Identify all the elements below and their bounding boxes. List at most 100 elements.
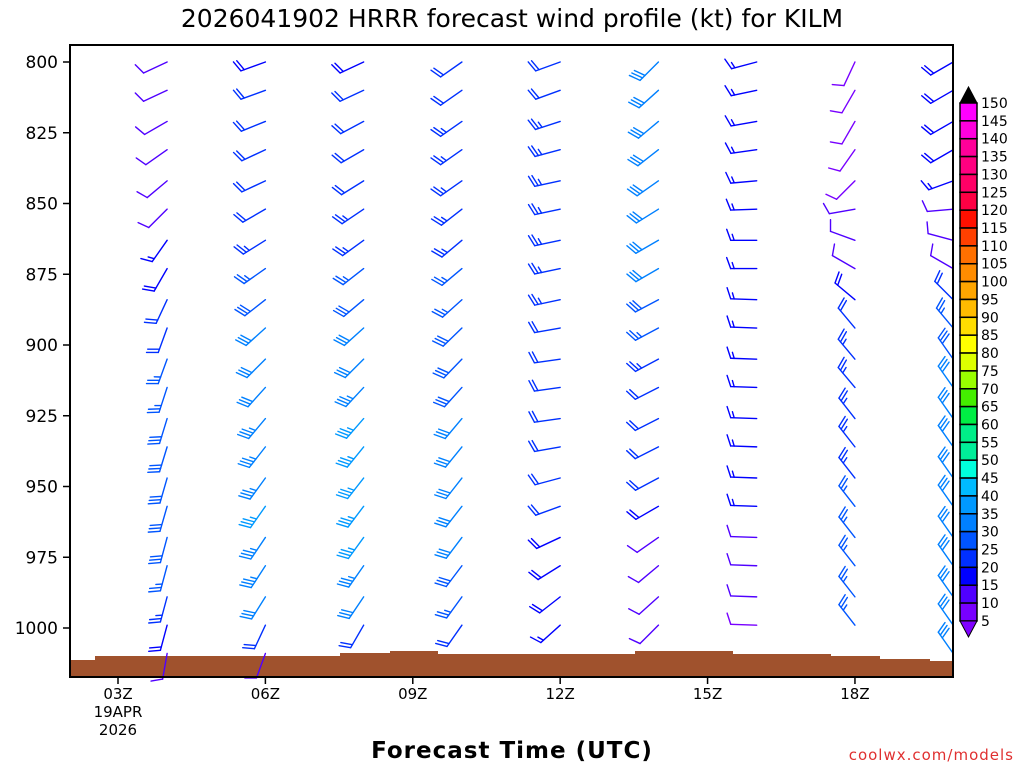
barb-flag-full — [134, 92, 145, 102]
barb-flag-full — [237, 463, 251, 469]
wind-barb — [626, 477, 660, 491]
wind-barb — [627, 149, 660, 167]
barb-flag-full — [828, 167, 841, 172]
barb-staff — [639, 61, 660, 82]
barb-staff — [937, 515, 954, 539]
barb-flag-half — [440, 187, 448, 193]
barb-flag-full — [148, 558, 163, 561]
wind-barb — [434, 596, 463, 619]
barb-flag-full — [629, 361, 640, 371]
barb-staff — [143, 120, 168, 136]
barb-flag-full — [242, 549, 256, 554]
barb-staff — [349, 624, 365, 649]
barb-flag-full — [939, 358, 948, 370]
barb-flag-full — [438, 516, 451, 522]
barb-staff — [841, 89, 856, 114]
barb-flag-full — [527, 89, 537, 100]
colorbar-swatch — [959, 495, 978, 515]
barb-staff — [841, 120, 856, 145]
barb-flag-full — [939, 508, 948, 520]
barb-flag-half — [940, 307, 946, 315]
barb-flag-full — [939, 418, 948, 430]
wind-barb — [822, 202, 856, 215]
barb-staff — [159, 477, 168, 504]
wind-barb — [937, 593, 954, 626]
colorbar-swatch — [959, 155, 978, 176]
colorbar-label: 110 — [981, 239, 1008, 255]
barb-flag-full — [937, 386, 946, 398]
barb-flag-full — [147, 442, 161, 445]
barb-flag-full — [437, 335, 449, 342]
ground-segment — [831, 656, 880, 677]
barb-flag-full — [145, 318, 159, 321]
barb-flag-full — [829, 141, 843, 145]
barb-flag-full — [148, 439, 162, 442]
wind-barb — [527, 473, 561, 486]
barb-flag-full — [236, 274, 248, 283]
barb-staff — [240, 89, 267, 100]
barb-flag-full — [840, 449, 849, 461]
barb-flag-full — [838, 506, 846, 518]
barb-flag-full — [338, 305, 350, 313]
wind-barb — [528, 379, 561, 392]
wind-barb — [334, 386, 365, 408]
colorbar-swatch — [959, 227, 978, 247]
barb-staff — [445, 505, 463, 528]
barb-flag-full — [531, 603, 544, 612]
barb-flag-full — [937, 415, 946, 427]
wind-barb — [528, 321, 561, 334]
barb-staff — [730, 476, 758, 479]
colorbar-label: 35 — [981, 507, 999, 523]
colorbar-swatch — [959, 530, 978, 551]
barb-flag-full — [236, 212, 247, 222]
barb-staff — [828, 208, 856, 215]
barb-flag-full — [626, 331, 637, 341]
wind-barb — [527, 536, 561, 550]
barb-flag-full — [434, 642, 448, 648]
wind-barb — [921, 120, 954, 136]
barb-flag-full — [434, 582, 447, 588]
wind-barb — [431, 299, 463, 318]
colorbar-swatch — [959, 280, 978, 301]
barb-flag-half — [636, 331, 643, 338]
barb-flag-full — [332, 248, 344, 257]
barb-flag-full — [528, 411, 536, 423]
barb-flag-full — [433, 186, 445, 195]
barb-staff — [158, 446, 168, 473]
barb-flag-full — [632, 154, 645, 163]
barb-flag-full — [236, 401, 249, 408]
colorbar-swatch — [959, 137, 978, 158]
credit-link[interactable]: coolwx.com/models — [849, 746, 1014, 764]
barb-staff — [635, 505, 660, 521]
barb-staff — [534, 267, 561, 275]
wind-barb — [431, 239, 463, 258]
barb-flag-full — [941, 392, 950, 404]
barb-flag-full — [134, 64, 145, 74]
barb-flag-full — [941, 421, 950, 433]
barb-flag-full — [937, 474, 946, 486]
barb-flag-full — [334, 433, 348, 439]
barb-flag-full — [433, 95, 445, 104]
barb-flag-full — [632, 184, 644, 193]
wind-barb — [529, 596, 561, 614]
barb-staff — [244, 299, 267, 317]
barb-staff — [634, 446, 660, 460]
barb-flag-full — [233, 246, 245, 255]
barb-flag-full — [335, 462, 348, 468]
barb-staff — [534, 239, 561, 247]
wind-barb — [331, 61, 365, 74]
barb-flag-full — [726, 346, 732, 359]
barb-flag-full — [528, 571, 539, 581]
wind-barb — [937, 446, 954, 479]
barb-flag-half — [347, 575, 356, 580]
barb-staff — [343, 327, 365, 347]
barb-flag-full — [435, 431, 449, 437]
wind-barb — [528, 565, 561, 581]
barb-flag-full — [436, 639, 450, 645]
wind-barb — [838, 565, 856, 598]
wind-barb — [148, 624, 168, 653]
barb-flag-half — [537, 297, 543, 305]
wind-barb — [829, 89, 856, 114]
barb-flag-full — [147, 502, 161, 505]
